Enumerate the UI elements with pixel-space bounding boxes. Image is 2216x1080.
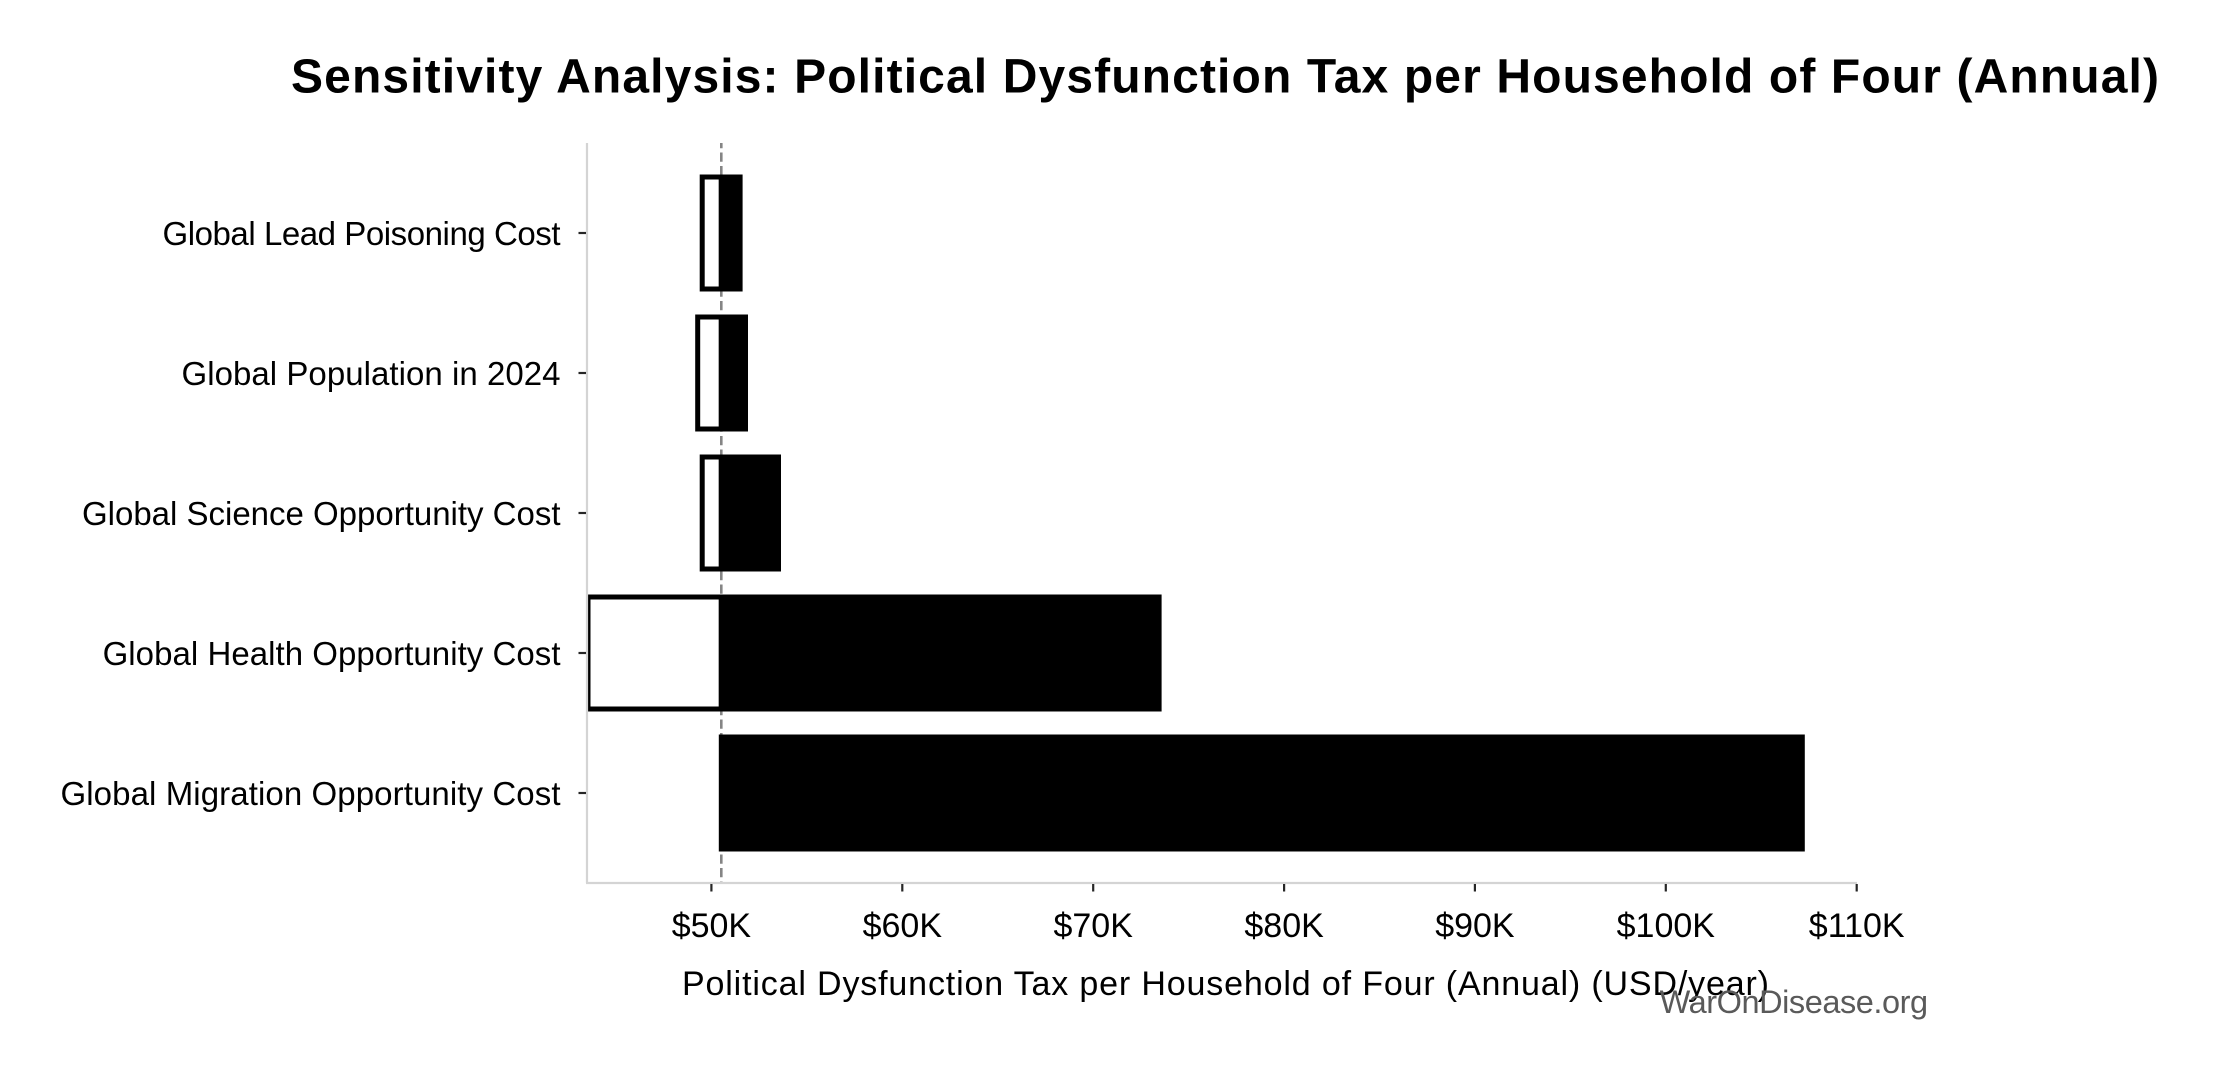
svg-text:Global Lead Poisoning Cost: Global Lead Poisoning Cost: [163, 215, 561, 252]
svg-text:$70K: $70K: [1053, 907, 1133, 945]
svg-text:Global Migration Opportunity C: Global Migration Opportunity Cost: [61, 775, 561, 812]
svg-text:Global Population in 2024: Global Population in 2024: [182, 355, 561, 392]
svg-text:$60K: $60K: [863, 907, 943, 945]
svg-text:$100K: $100K: [1617, 907, 1716, 945]
svg-text:Global Health Opportunity Cost: Global Health Opportunity Cost: [103, 635, 561, 672]
svg-text:Sensitivity Analysis: Politica: Sensitivity Analysis: Political Dysfunct…: [291, 51, 2159, 104]
svg-text:$90K: $90K: [1435, 907, 1515, 945]
svg-text:Global Science Opportunity Cos: Global Science Opportunity Cost: [82, 495, 561, 532]
svg-text:$50K: $50K: [672, 907, 752, 945]
svg-text:$110K: $110K: [1809, 907, 1905, 945]
svg-text:$80K: $80K: [1244, 907, 1324, 945]
svg-text:Political Dysfunction Tax per: Political Dysfunction Tax per Household …: [682, 965, 1769, 1003]
svg-text:WarOnDisease.org: WarOnDisease.org: [1660, 984, 1929, 1020]
